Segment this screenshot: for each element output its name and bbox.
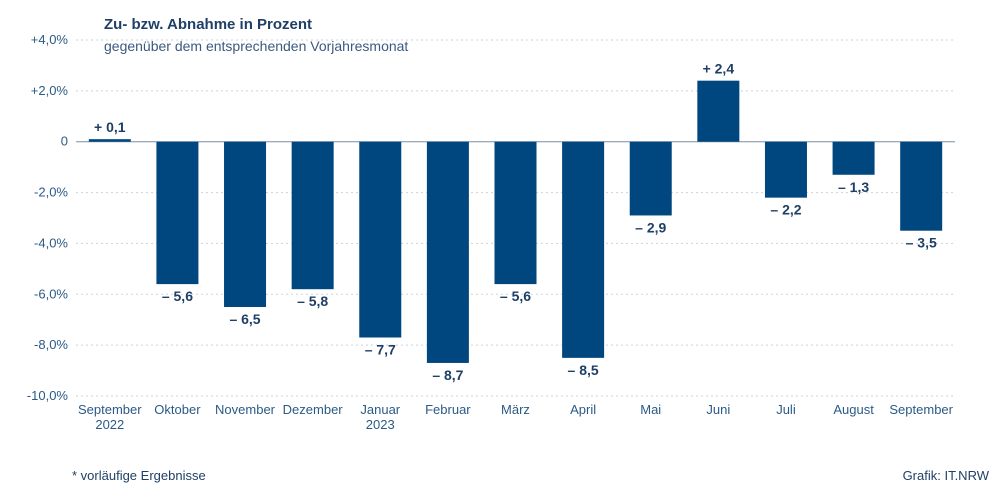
x-tick-label: 2022 <box>95 417 124 432</box>
value-label: – 5,6 <box>162 288 193 304</box>
bar <box>88 139 131 142</box>
x-tick-label: November <box>215 402 276 417</box>
bar <box>426 141 469 363</box>
bar <box>494 141 537 285</box>
value-label: – 3,5 <box>906 235 937 251</box>
value-label: – 7,7 <box>365 342 396 358</box>
value-label: + 2,4 <box>703 61 735 77</box>
x-tick-label: Februar <box>425 402 471 417</box>
x-tick-label: September <box>889 402 953 417</box>
x-tick-label: Dezember <box>283 402 344 417</box>
bar <box>291 141 334 290</box>
chart-subtitle: gegenüber dem entsprechenden Vorjahresmo… <box>104 38 409 54</box>
x-tick-label: Juni <box>706 402 730 417</box>
value-label: – 5,8 <box>297 293 328 309</box>
chart-title: Zu- bzw. Abnahme in Prozent <box>104 16 313 33</box>
bar <box>156 141 199 285</box>
x-tick-label: August <box>833 402 874 417</box>
bar <box>764 141 807 198</box>
value-label: – 2,2 <box>770 202 801 218</box>
x-tick-label: September <box>78 402 142 417</box>
value-label: – 8,5 <box>568 362 599 378</box>
bar <box>224 141 267 307</box>
bar <box>562 141 605 358</box>
x-tick-label: 2023 <box>366 417 395 432</box>
y-tick-label: -8,0% <box>34 337 68 352</box>
value-label: – 1,3 <box>838 179 869 195</box>
x-tick-label: März <box>501 402 530 417</box>
y-tick-label: -10,0% <box>27 388 69 403</box>
bar <box>832 141 875 175</box>
bar <box>697 80 740 142</box>
y-tick-label: +2,0% <box>31 83 69 98</box>
x-tick-label: Mai <box>640 402 661 417</box>
source-credit: Grafik: IT.NRW <box>902 468 989 483</box>
y-tick-label: 0 <box>61 134 68 149</box>
value-label: – 6,5 <box>229 311 260 327</box>
y-tick-label: -6,0% <box>34 286 68 301</box>
y-tick-label: -4,0% <box>34 235 68 250</box>
value-label: – 2,9 <box>635 219 666 235</box>
y-tick-label: -2,0% <box>34 185 68 200</box>
x-tick-label: Januar <box>360 402 400 417</box>
x-tick-label: April <box>570 402 596 417</box>
bar <box>359 141 402 338</box>
value-label: + 0,1 <box>94 119 126 135</box>
value-label: – 8,7 <box>432 367 463 383</box>
y-tick-label: +4,0% <box>31 32 69 47</box>
value-label: – 5,6 <box>500 288 531 304</box>
x-tick-label: Oktober <box>154 402 201 417</box>
x-tick-label: Juli <box>776 402 796 417</box>
bar <box>629 141 672 216</box>
bar <box>900 141 943 231</box>
footnote: * vorläufige Ergebnisse <box>72 468 206 483</box>
